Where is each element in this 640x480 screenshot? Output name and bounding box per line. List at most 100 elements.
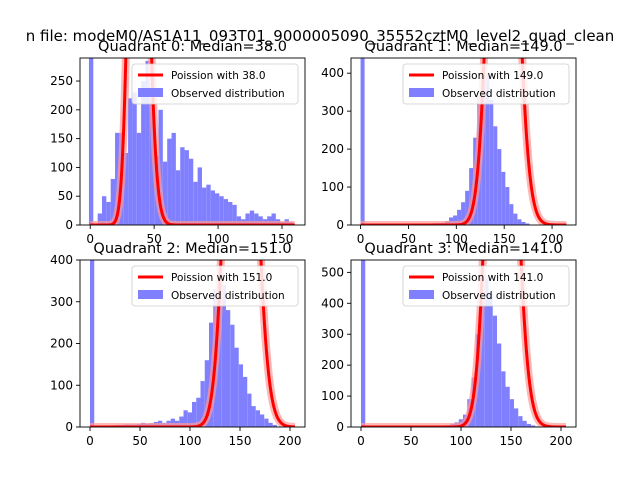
histogram-bar bbox=[230, 324, 235, 427]
histogram-bar bbox=[492, 315, 497, 427]
histogram-bar bbox=[521, 221, 526, 225]
histogram-bar bbox=[509, 399, 514, 427]
legend: Poission with 149.0 Observed distribution bbox=[402, 63, 570, 105]
figure-suptitle: n file: modeM0/AS1A11_093T01_9000005090_… bbox=[26, 27, 615, 46]
poisson-fit-line bbox=[360, 260, 567, 427]
histogram-bar bbox=[488, 294, 493, 427]
axes-frame bbox=[79, 57, 306, 226]
histogram-bar bbox=[106, 201, 111, 225]
histogram-bar bbox=[210, 190, 215, 225]
x-tick-label: 50 bbox=[132, 434, 147, 448]
histogram-bar bbox=[170, 418, 175, 427]
legend-fit-label: Poission with 38.0 bbox=[171, 70, 266, 82]
histogram-bar bbox=[123, 153, 129, 225]
histogram-bar bbox=[258, 216, 263, 225]
histogram-bar bbox=[101, 196, 107, 225]
panel-title: Quadrant 2: Median=151.0 bbox=[93, 241, 291, 257]
legend-hist-swatch bbox=[409, 290, 434, 299]
histogram-bar bbox=[513, 213, 518, 225]
poisson-fit-line bbox=[89, 58, 296, 225]
histogram-bar bbox=[223, 199, 229, 225]
axes-frame bbox=[350, 57, 577, 226]
histogram-bar bbox=[497, 149, 502, 225]
histogram-bar bbox=[480, 297, 485, 427]
histogram-bar bbox=[485, 73, 490, 225]
y-tick-label: 500 bbox=[321, 265, 344, 279]
histogram-bar bbox=[525, 223, 530, 225]
histogram-bar bbox=[234, 347, 239, 427]
histogram-bar bbox=[497, 343, 502, 427]
panel-quadrant-2: 0 50 100 150 200 0 100 200 300 400 Quadrant 2: Med… bbox=[50, 241, 306, 448]
legend-fit-label: Poission with 149.0 bbox=[442, 70, 543, 82]
y-tick-label: 150 bbox=[50, 132, 73, 146]
x-tick-label: 100 bbox=[207, 232, 230, 246]
x-tick-label: 100 bbox=[445, 232, 468, 246]
histogram-bar bbox=[493, 126, 498, 225]
histogram-bar bbox=[509, 204, 514, 225]
histogram-bar bbox=[88, 58, 94, 225]
x-tick-label: 150 bbox=[271, 232, 294, 246]
y-tick-label: 0 bbox=[336, 218, 344, 232]
x-tick-label: 0 bbox=[357, 434, 365, 448]
y-tick-label: 100 bbox=[50, 160, 73, 174]
histogram-bar bbox=[179, 416, 184, 427]
x-tick-label: 50 bbox=[147, 232, 162, 246]
histogram-bar bbox=[245, 213, 250, 225]
histogram-bar bbox=[268, 422, 273, 427]
y-tick-label: 0 bbox=[65, 218, 73, 232]
legend-hist-label: Observed distribution bbox=[171, 290, 285, 302]
histogram-bar bbox=[219, 196, 224, 225]
histogram-bar bbox=[180, 147, 185, 225]
histogram-bar bbox=[461, 202, 466, 225]
histogram-bar bbox=[183, 410, 188, 427]
x-tick-label: 150 bbox=[500, 434, 523, 448]
y-tick-label: 300 bbox=[321, 327, 344, 341]
histogram-bar bbox=[188, 158, 194, 225]
histogram-bar bbox=[200, 381, 205, 427]
histogram-bar bbox=[238, 364, 243, 427]
legend-fit-label: Poission with 141.0 bbox=[442, 272, 543, 284]
histogram-bar bbox=[145, 60, 150, 225]
legend-hist-swatch bbox=[138, 290, 163, 299]
histogram-bar bbox=[243, 376, 248, 427]
histogram-bar bbox=[501, 371, 506, 427]
x-tick-label: 200 bbox=[541, 232, 564, 246]
panels: 0 50 100 150 0 50 100 150 200 250 Quadrant 0: Medi… bbox=[50, 39, 577, 448]
panel-quadrant-3: 0 50 100 150 200 0 100 200 300 400 500 Quadrant 3: … bbox=[321, 241, 577, 448]
legend-fit-label: Poission with 151.0 bbox=[171, 272, 272, 284]
x-tick-label: 100 bbox=[179, 434, 202, 448]
legend-box bbox=[402, 63, 570, 105]
histogram-bar bbox=[255, 410, 260, 427]
histogram-bar bbox=[226, 310, 231, 427]
panel-quadrant-1: 0 50 100 150 200 0 100 200 300 400 Quadrant 1: Med… bbox=[321, 39, 577, 246]
histogram-bar bbox=[97, 213, 102, 225]
panel-title: Quadrant 0: Median=38.0 bbox=[98, 39, 287, 55]
x-tick-label: 150 bbox=[493, 232, 516, 246]
histogram-bar bbox=[457, 209, 462, 225]
panel-quadrant-0: 0 50 100 150 0 50 100 150 200 250 Quadrant 0: Medi… bbox=[50, 39, 306, 246]
histogram-bar bbox=[465, 190, 470, 225]
histogram-bar bbox=[517, 219, 522, 225]
y-tick-label: 200 bbox=[321, 358, 344, 372]
histogram-bar bbox=[193, 181, 198, 225]
y-tick-label: 0 bbox=[336, 420, 344, 434]
histogram-bar bbox=[501, 171, 506, 225]
histogram-bar bbox=[249, 210, 255, 225]
legend-box bbox=[402, 265, 570, 307]
poisson-fit-group bbox=[357, 58, 570, 225]
histogram-bar bbox=[505, 187, 510, 225]
y-tick-label: 400 bbox=[321, 66, 344, 80]
axes-frame bbox=[350, 259, 577, 428]
legend-hist-label: Observed distribution bbox=[442, 290, 556, 302]
histogram-bar bbox=[260, 414, 265, 427]
histogram-bar bbox=[90, 260, 95, 427]
x-tick-label: 0 bbox=[86, 434, 94, 448]
y-tick-label: 300 bbox=[50, 295, 73, 309]
histogram-bar bbox=[115, 132, 120, 225]
y-tick-label: 200 bbox=[321, 142, 344, 156]
panel-title: Quadrant 3: Median=141.0 bbox=[364, 241, 562, 257]
legend-box bbox=[131, 63, 299, 105]
x-tick-label: 50 bbox=[401, 232, 416, 246]
histogram-bar bbox=[254, 213, 259, 225]
